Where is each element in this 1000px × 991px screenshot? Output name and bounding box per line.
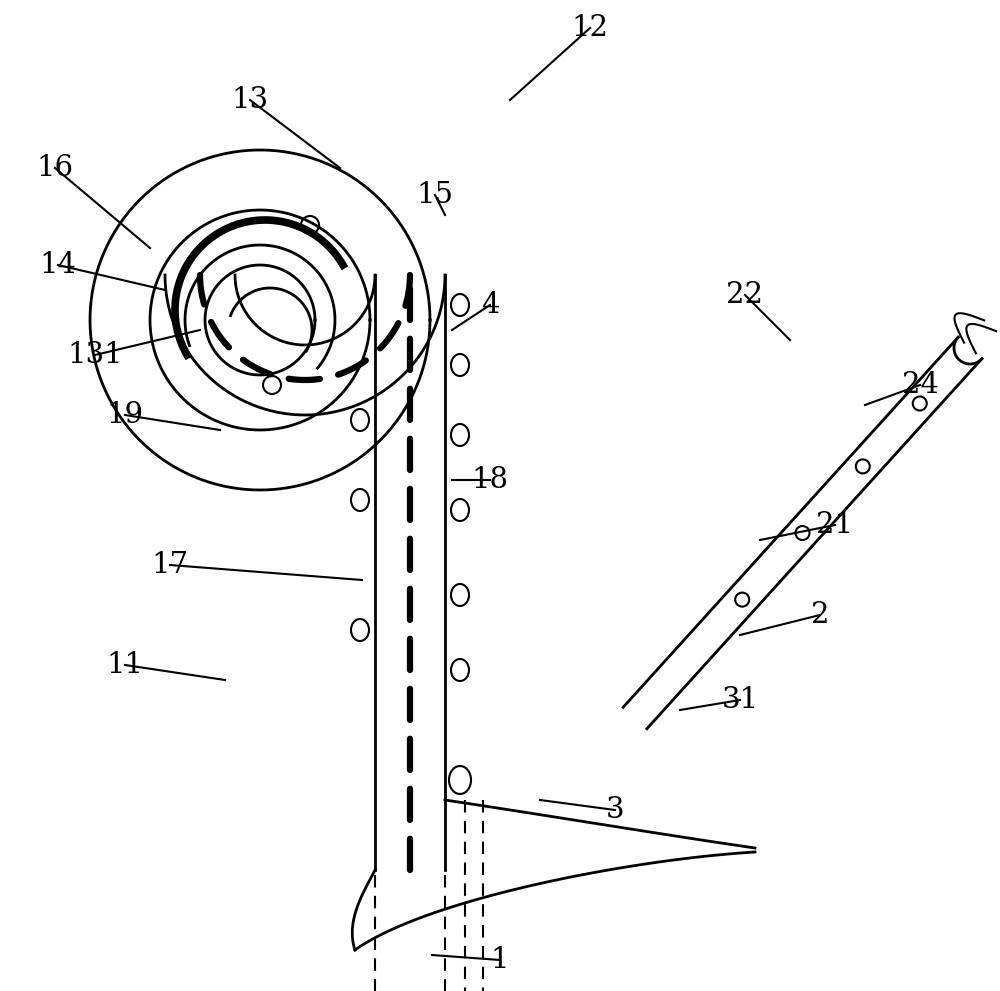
- Text: 12: 12: [572, 14, 608, 42]
- Text: 131: 131: [67, 341, 123, 369]
- Text: 15: 15: [416, 181, 454, 209]
- Text: 13: 13: [231, 86, 269, 114]
- Text: 18: 18: [471, 466, 509, 494]
- Text: 3: 3: [606, 796, 624, 824]
- Text: 4: 4: [481, 291, 499, 319]
- Text: 16: 16: [36, 154, 74, 182]
- Text: 17: 17: [151, 551, 189, 579]
- Text: 11: 11: [106, 651, 144, 679]
- Text: 14: 14: [40, 251, 76, 279]
- Text: 24: 24: [902, 371, 938, 399]
- Text: 19: 19: [106, 401, 144, 429]
- Text: 1: 1: [491, 946, 509, 974]
- Text: 31: 31: [721, 686, 759, 714]
- Text: 22: 22: [726, 281, 764, 309]
- Text: 2: 2: [811, 601, 829, 629]
- Text: 21: 21: [816, 511, 854, 539]
